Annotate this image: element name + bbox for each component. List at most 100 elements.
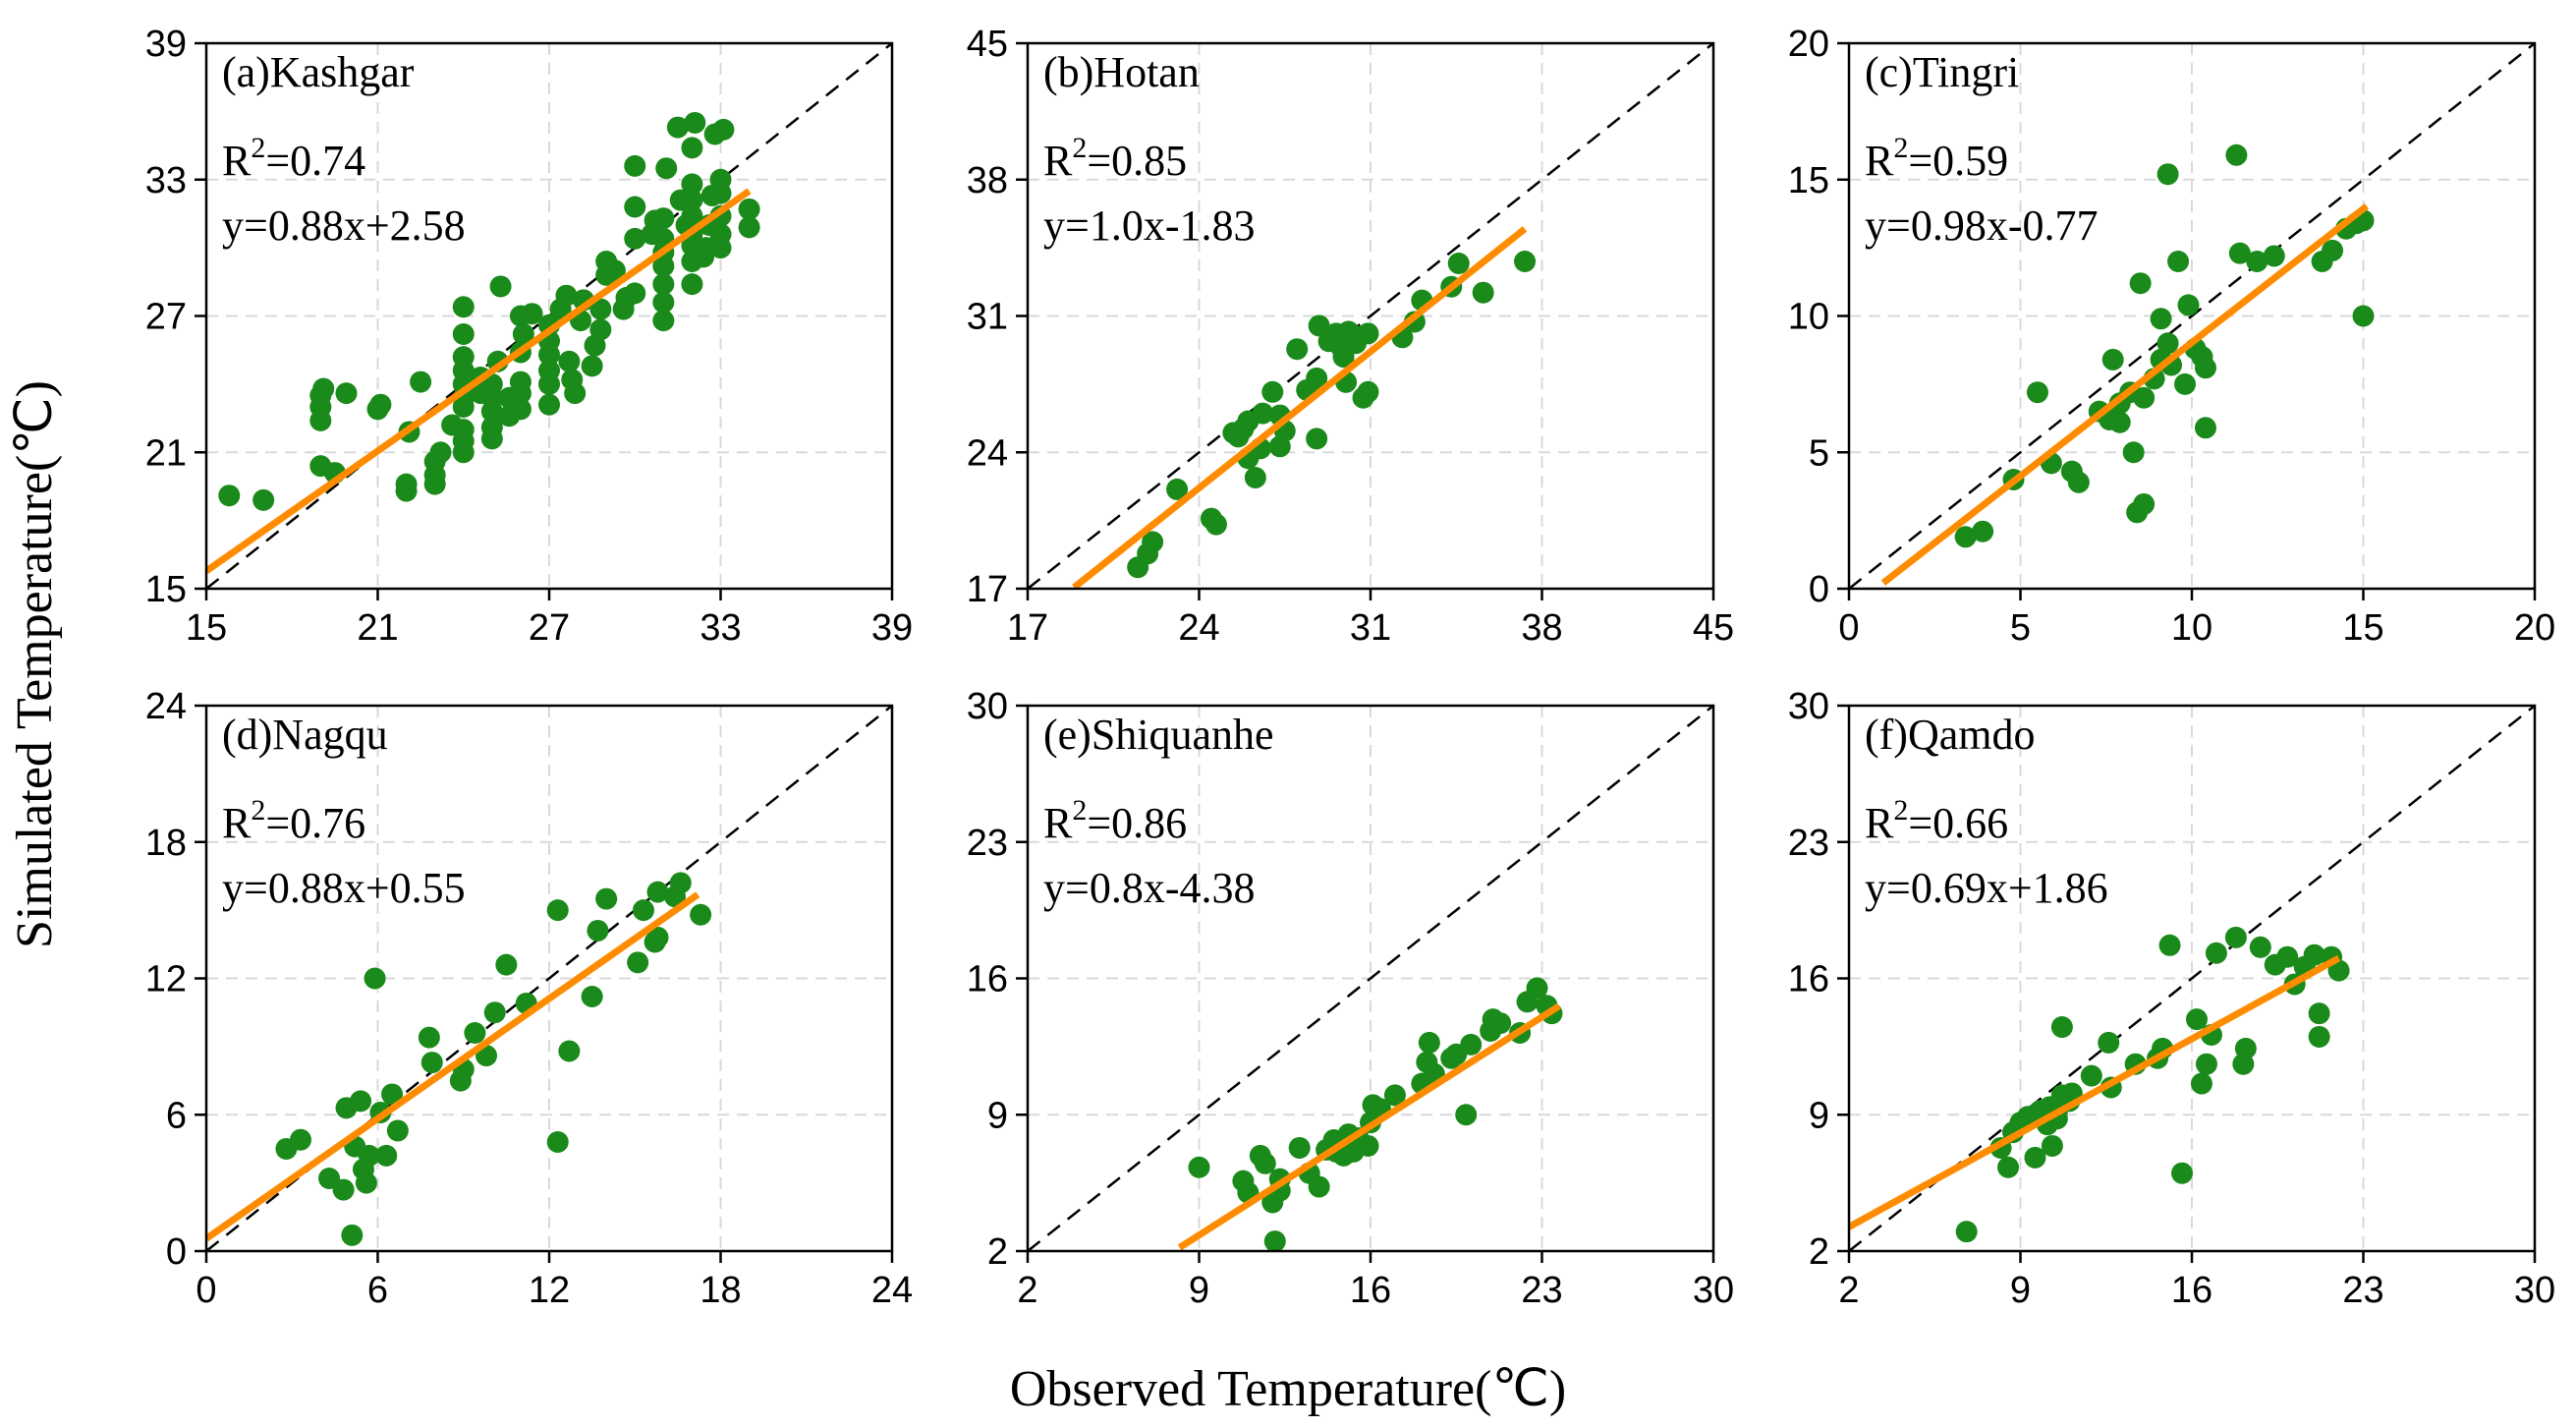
data-point <box>684 111 706 134</box>
data-point <box>2308 1002 2330 1025</box>
panel-3: 0 6 12 18 24 0 6 12 18 24 (d)Nagqu R2=0.76 y=0.88x+0… <box>145 686 913 1311</box>
data-point <box>358 1144 380 1167</box>
data-point <box>2024 1146 2046 1169</box>
y-tick-label: 20 <box>1788 24 1829 65</box>
data-point <box>2303 943 2325 966</box>
data-point <box>690 903 712 926</box>
r2-label: R2=0.85 <box>1043 132 1187 185</box>
data-point <box>603 259 626 282</box>
x-tick-label: 21 <box>357 607 398 649</box>
x-tick-label: 0 <box>1838 607 1859 649</box>
y-tick-label: 9 <box>987 1095 1008 1136</box>
data-point <box>1188 1156 1210 1178</box>
data-point <box>509 371 532 393</box>
y-tick-label: 23 <box>1788 823 1829 864</box>
data-point <box>581 355 603 377</box>
data-point <box>681 273 703 296</box>
x-tick-label: 15 <box>2342 607 2383 649</box>
y-tick-label: 16 <box>1788 959 1829 1000</box>
x-tick-label: 45 <box>1693 607 1734 649</box>
data-point <box>2276 945 2299 968</box>
r2-label: R2=0.76 <box>222 794 365 847</box>
r2-label: R2=0.59 <box>1865 132 2008 185</box>
data-point <box>1514 251 1537 272</box>
data-point <box>546 1131 569 1153</box>
data-point <box>546 899 569 922</box>
x-tick-label: 16 <box>2171 1270 2212 1311</box>
data-point <box>364 967 386 990</box>
data-point <box>218 485 241 507</box>
data-point <box>452 346 475 369</box>
data-point <box>480 416 503 438</box>
data-point <box>2098 1031 2120 1054</box>
y-tick-label: 18 <box>145 823 187 864</box>
fit-line <box>1849 954 2341 1230</box>
scatter-series <box>1955 926 2350 1243</box>
data-point <box>2224 926 2247 948</box>
y-tick-label: 15 <box>145 569 187 610</box>
data-point <box>2150 308 2172 330</box>
x-tick-label: 6 <box>367 1270 388 1311</box>
data-point <box>2190 1072 2212 1095</box>
data-point <box>464 1022 486 1044</box>
data-point <box>452 323 475 345</box>
data-point <box>2156 163 2179 186</box>
y-tick-label: 15 <box>1788 160 1829 201</box>
data-point <box>2177 294 2200 316</box>
x-axis-title: Observed Temperature(℃) <box>1010 1361 1566 1417</box>
data-point <box>669 872 692 894</box>
x-tick-label: 33 <box>700 607 741 649</box>
x-tick-label: 18 <box>700 1270 741 1311</box>
data-point <box>289 1128 311 1151</box>
data-point <box>1254 1152 1276 1174</box>
x-tick-label: 2 <box>1017 1270 1037 1311</box>
x-tick-label: 30 <box>2514 1270 2555 1311</box>
data-point <box>1460 1033 1483 1056</box>
data-point <box>1286 338 1309 361</box>
data-point <box>1455 1104 1478 1126</box>
data-point <box>1142 531 1164 553</box>
data-point <box>2108 411 2131 433</box>
y-tick-label: 6 <box>166 1095 187 1136</box>
data-point <box>1997 1156 2020 1178</box>
x-tick-label: 30 <box>1693 1270 1734 1311</box>
data-point <box>395 473 418 495</box>
identity-line <box>206 706 892 1251</box>
data-point <box>332 1178 355 1201</box>
data-point <box>652 291 675 314</box>
y-tick-label: 21 <box>145 432 187 474</box>
data-point <box>2308 1025 2330 1048</box>
data-point <box>2228 242 2251 264</box>
panel-title: (d)Nagqu <box>222 711 388 759</box>
panel-5: 2 9 16 23 30 2 9 16 23 30 (f)Qamdo R2=0.66 y=0.69x+1… <box>1788 686 2555 1311</box>
y-tick-label: 39 <box>145 24 187 65</box>
data-point <box>1308 314 1330 337</box>
y-tick-label: 33 <box>145 160 187 201</box>
data-point <box>2263 245 2285 267</box>
data-point <box>558 1040 581 1062</box>
regression-equation: y=0.98x-0.77 <box>1865 201 2098 250</box>
data-point <box>2327 959 2350 982</box>
data-point <box>564 382 587 405</box>
y-tick-label: 2 <box>987 1231 1008 1273</box>
data-point <box>1418 1031 1440 1054</box>
data-point <box>1261 380 1284 403</box>
y-tick-label: 17 <box>967 569 1008 610</box>
y-tick-label: 5 <box>1809 432 1829 474</box>
data-point <box>2171 1162 2194 1184</box>
data-point <box>1357 380 1379 403</box>
data-point <box>646 881 669 903</box>
data-point <box>1955 1221 1978 1243</box>
x-tick-label: 38 <box>1521 607 1562 649</box>
data-point <box>2133 492 2156 515</box>
data-point <box>1204 513 1227 536</box>
data-point <box>509 398 532 421</box>
data-point <box>709 223 732 246</box>
y-tick-label: 23 <box>967 823 1008 864</box>
panel-2: 0 5 10 15 20 0 5 10 15 20 (c)Tingri R2=0.59 y=0.98x-… <box>1788 24 2555 649</box>
x-tick-label: 31 <box>1350 607 1391 649</box>
data-point <box>341 1224 364 1246</box>
data-point <box>1288 1136 1311 1159</box>
data-point <box>252 488 275 511</box>
data-point <box>1244 467 1266 489</box>
